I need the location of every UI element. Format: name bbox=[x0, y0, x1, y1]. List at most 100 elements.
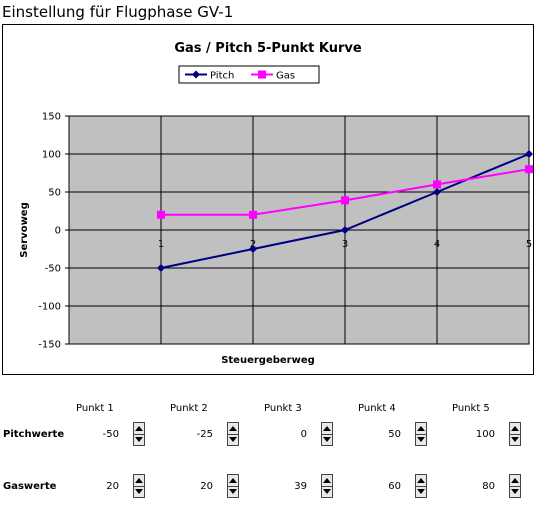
spinner-up-button[interactable] bbox=[322, 423, 332, 435]
y-tick-label: -100 bbox=[38, 302, 61, 313]
arrow-down-icon bbox=[511, 437, 519, 442]
y-tick-label: 0 bbox=[55, 226, 61, 237]
value-spinner[interactable] bbox=[227, 422, 239, 446]
data-point-pitch bbox=[433, 188, 441, 196]
spinner-up-button[interactable] bbox=[228, 475, 238, 487]
spinner-down-button[interactable] bbox=[510, 486, 520, 497]
value-pitchwerte: 0 bbox=[300, 429, 307, 440]
arrow-down-icon bbox=[417, 437, 425, 442]
data-point-gas bbox=[157, 210, 165, 219]
value-gaswerte: 20 bbox=[200, 481, 213, 492]
arrow-up-icon bbox=[323, 426, 331, 431]
value-pitchwerte: 50 bbox=[388, 429, 401, 440]
arrow-down-icon bbox=[323, 437, 331, 442]
spinner-down-button[interactable] bbox=[134, 486, 144, 497]
arrow-up-icon bbox=[229, 478, 237, 483]
plot-border bbox=[68, 115, 530, 345]
spinner-up-button[interactable] bbox=[228, 423, 238, 435]
chart-title: Gas / Pitch 5-Punkt Kurve bbox=[174, 41, 362, 56]
value-spinner[interactable] bbox=[415, 422, 427, 446]
spinner-down-button[interactable] bbox=[416, 434, 426, 445]
arrow-down-icon bbox=[511, 489, 519, 494]
point-header: Punkt 3 bbox=[264, 403, 302, 414]
spinner-up-button[interactable] bbox=[322, 475, 332, 487]
spinner-down-button[interactable] bbox=[416, 486, 426, 497]
value-pitchwerte: -50 bbox=[102, 429, 119, 440]
y-tick-label: -150 bbox=[38, 340, 61, 351]
legend-marker-gas bbox=[258, 70, 266, 79]
spinner-down-button[interactable] bbox=[228, 486, 238, 497]
y-tick-label: -50 bbox=[45, 264, 61, 275]
value-gaswerte: 80 bbox=[482, 481, 495, 492]
spinner-down-button[interactable] bbox=[134, 434, 144, 445]
arrow-up-icon bbox=[323, 478, 331, 483]
arrow-down-icon bbox=[229, 489, 237, 494]
data-point-gas bbox=[249, 210, 257, 219]
page-title: Einstellung für Flugphase GV-1 bbox=[2, 3, 234, 21]
value-pitchwerte: 100 bbox=[475, 429, 495, 440]
arrow-down-icon bbox=[417, 489, 425, 494]
data-point-gas bbox=[341, 196, 349, 205]
legend-marker-pitch bbox=[192, 70, 200, 79]
x-axis-title: Steuergeberweg bbox=[221, 355, 315, 366]
spinner-down-button[interactable] bbox=[322, 486, 332, 497]
legend-box bbox=[178, 65, 320, 84]
row-label-pitchwerte: Pitchwerte bbox=[3, 429, 65, 440]
y-tick-label: 150 bbox=[42, 112, 61, 123]
spinner-up-button[interactable] bbox=[134, 423, 144, 435]
point-header: Punkt 5 bbox=[452, 403, 490, 414]
arrow-up-icon bbox=[417, 426, 425, 431]
y-tick-label: 100 bbox=[42, 150, 61, 161]
x-tick-label: 4 bbox=[434, 239, 440, 250]
arrow-up-icon bbox=[229, 426, 237, 431]
data-point-gas bbox=[525, 165, 533, 174]
spinner-up-button[interactable] bbox=[510, 423, 520, 435]
row-label-gaswerte: Gaswerte bbox=[3, 481, 57, 492]
arrow-down-icon bbox=[135, 489, 143, 494]
legend-label-pitch: Pitch bbox=[210, 71, 234, 82]
value-spinner[interactable] bbox=[227, 474, 239, 498]
x-tick-label: 1 bbox=[158, 239, 164, 250]
data-point-pitch bbox=[525, 150, 533, 158]
value-gaswerte: 60 bbox=[388, 481, 401, 492]
legend-label-gas: Gas bbox=[276, 71, 295, 82]
value-gaswerte: 20 bbox=[106, 481, 119, 492]
data-point-pitch bbox=[157, 264, 165, 272]
value-spinner[interactable] bbox=[321, 422, 333, 446]
data-point-pitch bbox=[341, 226, 349, 234]
point-header: Punkt 1 bbox=[76, 403, 114, 414]
arrow-up-icon bbox=[511, 426, 519, 431]
chart-frame: Gas / Pitch 5-Punkt Kurve Pitch Gas 150 100 5… bbox=[2, 24, 534, 375]
spinner-down-button[interactable] bbox=[510, 434, 520, 445]
value-pitchwerte: -25 bbox=[196, 429, 213, 440]
data-point-gas bbox=[433, 180, 441, 189]
arrow-down-icon bbox=[323, 489, 331, 494]
value-gaswerte: 39 bbox=[294, 481, 307, 492]
spinner-down-button[interactable] bbox=[228, 434, 238, 445]
arrow-down-icon bbox=[229, 437, 237, 442]
value-spinner[interactable] bbox=[415, 474, 427, 498]
point-header: Punkt 4 bbox=[358, 403, 396, 414]
spinner-up-button[interactable] bbox=[416, 423, 426, 435]
value-spinner[interactable] bbox=[133, 474, 145, 498]
x-tick-label: 2 bbox=[250, 239, 256, 250]
spinner-up-button[interactable] bbox=[510, 475, 520, 487]
arrow-up-icon bbox=[135, 426, 143, 431]
y-axis-title: Servoweg bbox=[19, 202, 30, 257]
point-header: Punkt 2 bbox=[170, 403, 208, 414]
x-tick-label: 5 bbox=[526, 239, 532, 250]
spinner-up-button[interactable] bbox=[416, 475, 426, 487]
data-point-pitch bbox=[249, 245, 257, 253]
x-tick-label: 3 bbox=[342, 239, 348, 250]
spinner-up-button[interactable] bbox=[134, 475, 144, 487]
value-spinner[interactable] bbox=[133, 422, 145, 446]
arrow-up-icon bbox=[417, 478, 425, 483]
value-spinner[interactable] bbox=[509, 474, 521, 498]
spinner-down-button[interactable] bbox=[322, 434, 332, 445]
arrow-up-icon bbox=[511, 478, 519, 483]
arrow-down-icon bbox=[135, 437, 143, 442]
y-tick-label: 50 bbox=[48, 188, 61, 199]
value-spinner[interactable] bbox=[509, 422, 521, 446]
value-spinner[interactable] bbox=[321, 474, 333, 498]
